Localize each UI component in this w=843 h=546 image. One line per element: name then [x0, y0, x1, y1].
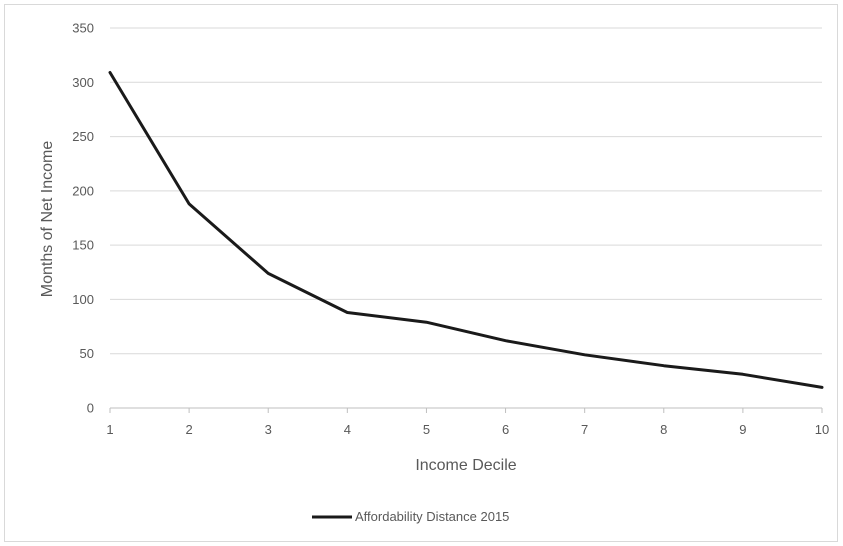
x-tick-label: 9	[739, 422, 746, 437]
x-tick-label: 3	[265, 422, 272, 437]
series-line	[108, 71, 824, 389]
y-tick-label: 100	[72, 292, 94, 307]
legend: Affordability Distance 2015	[312, 509, 509, 524]
legend-label: Affordability Distance 2015	[355, 509, 509, 524]
y-axis-title: Months of Net Income	[39, 141, 56, 298]
chart-area	[4, 4, 838, 542]
x-tick-label: 8	[660, 422, 667, 437]
y-tick-label: 350	[72, 21, 94, 36]
y-tick-label: 250	[72, 129, 94, 144]
y-tick-label: 300	[72, 75, 94, 90]
series-layer	[108, 71, 824, 389]
y-tick-labels: 0 50 100 150 200 250 300 350	[72, 21, 94, 416]
x-tick-label: 1	[106, 422, 113, 437]
x-tick-label: 7	[581, 422, 588, 437]
x-tick-label: 5	[423, 422, 430, 437]
y-tick-label: 50	[80, 346, 94, 361]
y-tick-label: 150	[72, 238, 94, 253]
gridlines	[110, 27, 822, 355]
y-tick-label: 200	[72, 183, 94, 198]
x-tick-label: 4	[344, 422, 351, 437]
axes	[109, 407, 823, 413]
x-tick-labels: 1 2 3 4 5 6 7 8 9 10	[106, 422, 829, 437]
x-tick-label: 10	[815, 422, 829, 437]
x-tick-label: 2	[185, 422, 192, 437]
x-tick-label: 6	[502, 422, 509, 437]
x-axis-title: Income Decile	[415, 457, 516, 474]
y-tick-label: 0	[87, 401, 94, 416]
